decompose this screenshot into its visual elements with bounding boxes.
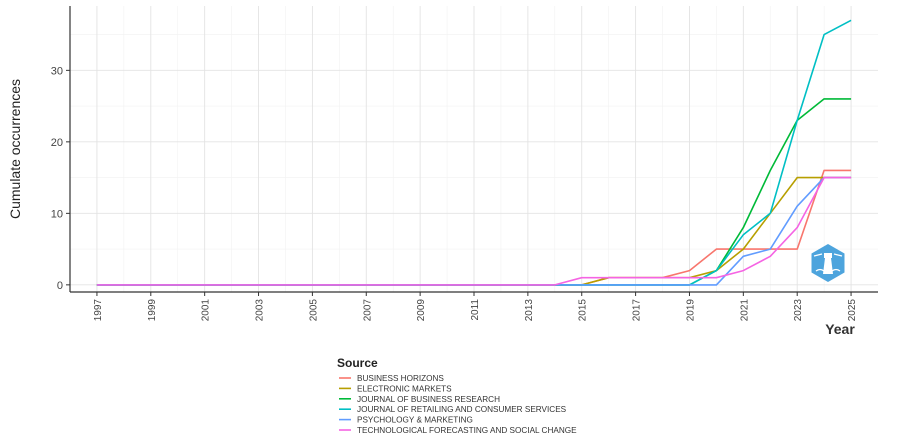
plot-panel [70, 6, 878, 292]
legend-label-4: JOURNAL OF RETAILING AND CONSUMER SERVIC… [357, 405, 567, 414]
series-line-6 [96, 176, 852, 286]
x-tick-label: 2017 [632, 299, 643, 322]
logo-beam [833, 253, 843, 257]
y-axis-title: Cumulate occurrences [7, 79, 23, 219]
x-tick-label: 2021 [739, 299, 750, 322]
legend-label-2: ELECTRONIC MARKETS [357, 384, 452, 393]
x-axis: 1997 1999 2001 2003 2005 2007 2009 2011 2013 2015… [70, 291, 878, 322]
series-lines [96, 19, 852, 286]
logo-wave [815, 268, 841, 274]
y-tick-label: 10 [51, 208, 63, 220]
y-tick-label: 0 [57, 280, 63, 292]
y-tick-label: 30 [51, 65, 63, 77]
legend-label-5: PSYCHOLOGY & MARKETING [357, 416, 473, 425]
logo-beam [813, 253, 823, 257]
x-tick-label: 1997 [93, 299, 104, 322]
legend-title: Source [337, 356, 378, 370]
x-tick-label: 2009 [416, 299, 427, 322]
logo-lamp [824, 253, 832, 258]
x-tick-label: 2013 [524, 299, 535, 322]
x-tick-label: 1999 [147, 299, 158, 322]
x-tick-label: 2001 [201, 299, 212, 322]
x-tick-label: 2015 [578, 299, 589, 322]
x-axis-title: Year [825, 321, 855, 337]
x-tick-label: 2011 [470, 299, 481, 321]
legend-label-1: BUSINESS HORIZONS [357, 374, 444, 383]
x-tick-label: 2007 [362, 299, 373, 322]
x-tick-label: 2005 [308, 299, 319, 322]
legend-label-3: JOURNAL OF BUSINESS RESEARCH [357, 395, 500, 404]
y-tick-label: 20 [51, 137, 63, 149]
lighthouse-logo-icon [811, 244, 845, 282]
x-tick-label: 2023 [793, 299, 804, 322]
x-tick-label: 2003 [255, 299, 266, 322]
y-axis: 0 10 20 30 [51, 6, 71, 292]
x-tick-label: 2019 [685, 299, 696, 322]
legend-label-6: TECHNOLOGICAL FORECASTING AND SOCIAL CHA… [357, 426, 577, 435]
x-tick-label: 2025 [847, 299, 858, 322]
logo-tower [823, 258, 833, 274]
